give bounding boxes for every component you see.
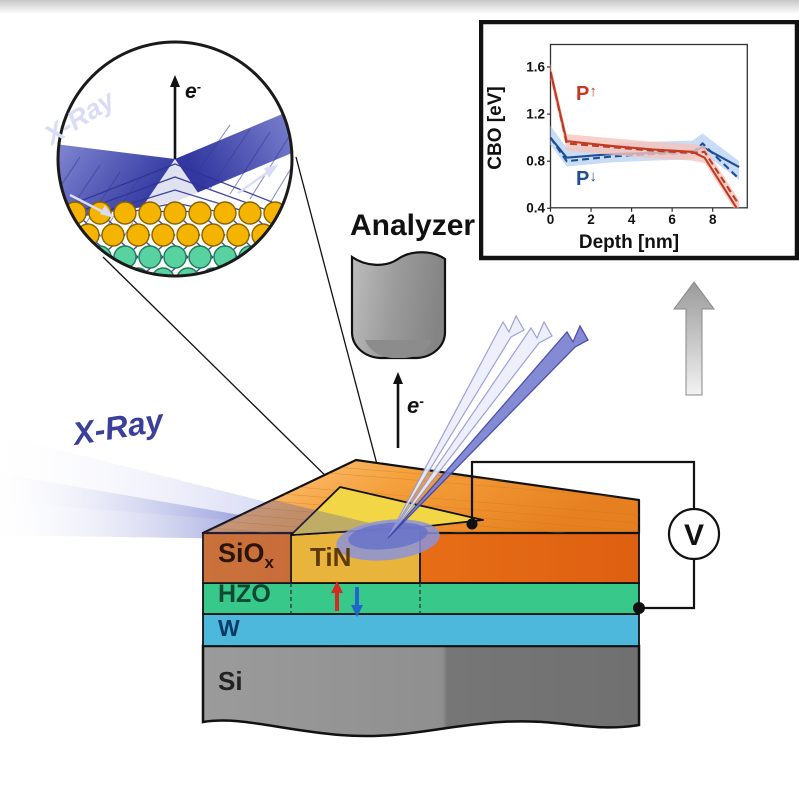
svg-text:V: V (684, 519, 704, 552)
svg-text:CBO [eV]: CBO [eV] (485, 86, 506, 169)
svg-text:6: 6 (668, 212, 676, 227)
svg-text:Si: Si (218, 666, 243, 696)
svg-text:X-Ray: X-Ray (68, 402, 167, 452)
svg-text:0.8: 0.8 (526, 154, 545, 169)
svg-text:TiN: TiN (310, 542, 351, 572)
svg-text:e-: e- (407, 393, 424, 418)
svg-text:Depth [nm]: Depth [nm] (579, 232, 679, 253)
svg-text:Analyzer: Analyzer (350, 209, 475, 242)
svg-text:4: 4 (628, 212, 636, 227)
svg-text:HZO: HZO (218, 580, 271, 608)
svg-text:0: 0 (547, 212, 555, 227)
svg-text:8: 8 (709, 212, 717, 227)
svg-text:2: 2 (587, 212, 595, 227)
svg-text:1.2: 1.2 (526, 107, 545, 122)
svg-text:0.4: 0.4 (526, 201, 545, 216)
svg-text:W: W (218, 615, 240, 641)
svg-text:1.6: 1.6 (526, 60, 545, 75)
